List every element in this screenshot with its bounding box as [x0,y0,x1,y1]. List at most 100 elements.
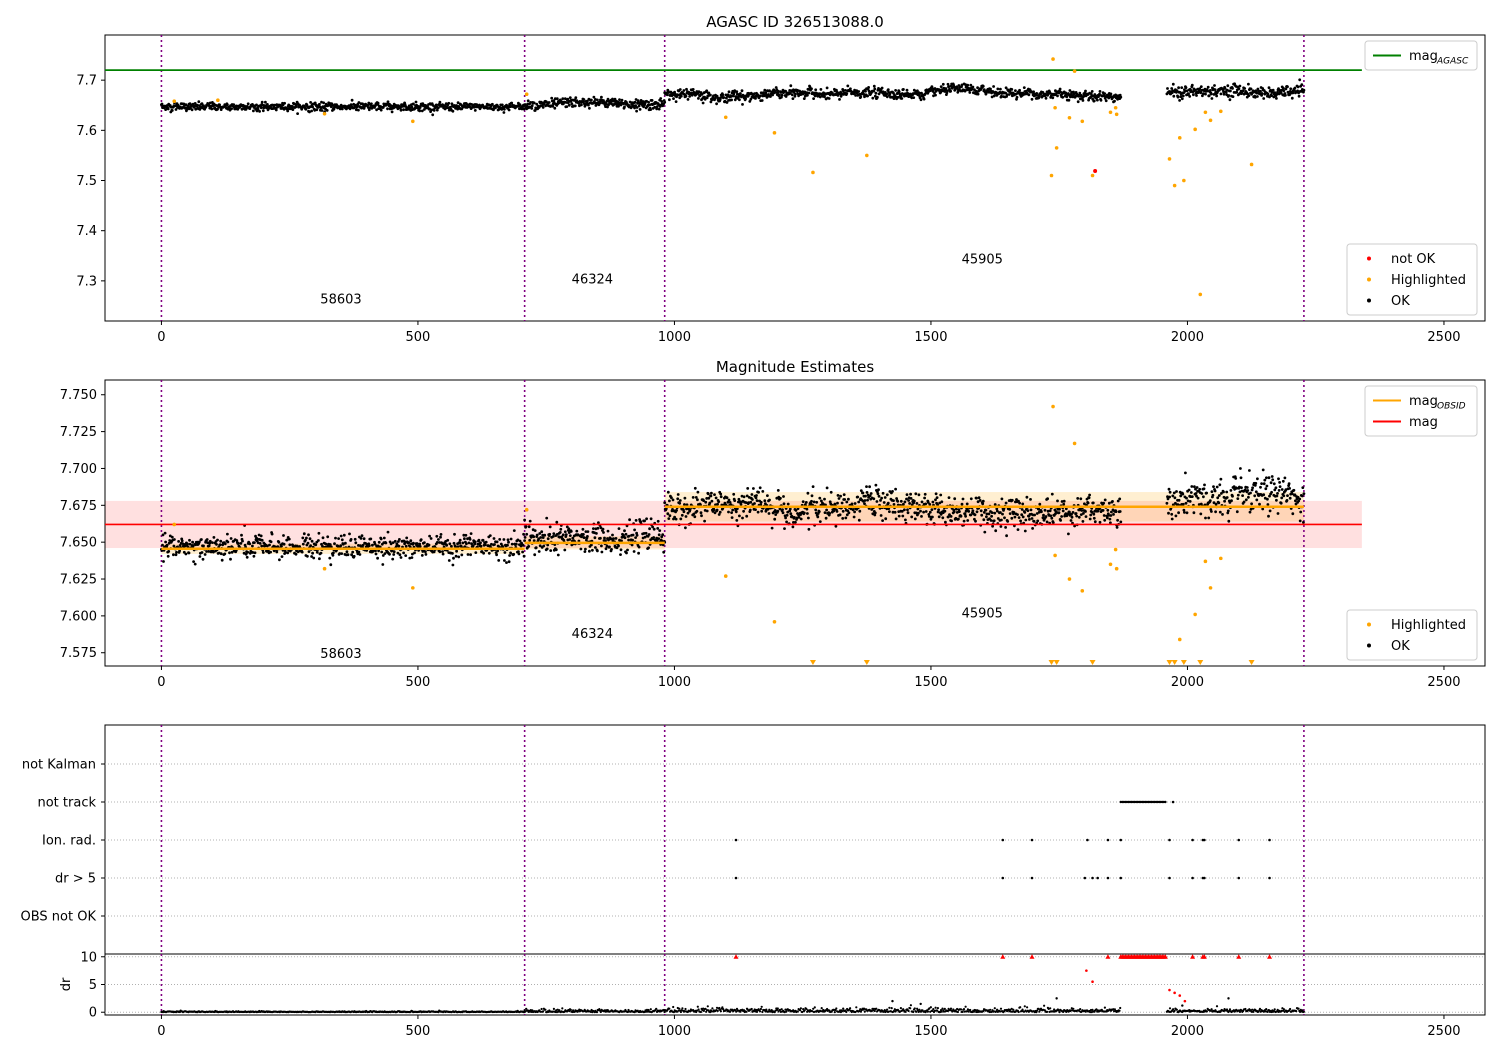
out-of-range-marker [1089,660,1096,665]
ok-point [939,90,943,94]
ok-point [1031,527,1034,530]
ok-point [902,502,905,506]
ok-point [847,511,851,515]
highlighted-point [1198,292,1203,297]
ok-point [241,539,244,543]
ok-point [478,103,481,107]
ok-point [693,486,697,490]
ok-point [789,84,793,88]
ok-point [1302,492,1306,495]
ok-point [1250,502,1253,506]
ok-point [435,534,439,538]
ok-point [388,552,391,556]
ok-point [202,544,205,548]
ok-point [1074,512,1078,515]
ok-point [957,517,960,521]
ok-point [781,511,785,515]
ok-point [628,518,631,522]
ok-point [568,534,572,537]
ok-point [667,517,671,520]
ok-point [172,544,176,548]
ok-point [935,496,939,499]
ok-point [457,555,461,559]
ok-point [1102,514,1106,517]
ok-point [397,540,400,543]
ok-point [686,98,690,101]
ok-point [1263,478,1267,482]
ok-point [917,493,921,497]
ok-point [1229,489,1233,492]
ok-point [812,500,816,504]
ok-point [852,515,856,519]
ok-point [1275,498,1278,502]
ok-point [825,508,828,512]
ok-point [1288,487,1291,490]
highlighted-point [1208,118,1213,123]
legend-label: Highlighted [1391,618,1466,633]
ok-point [376,556,379,560]
ok-point [424,553,428,556]
ok-point [377,549,380,553]
ok-point [768,89,771,93]
ok-point [768,498,771,502]
ok-point [313,108,317,112]
ok-point [1284,87,1288,91]
ok-point [599,536,602,540]
ok-point [627,538,630,542]
ok-point [703,97,707,101]
ok-point [408,106,412,109]
ok-point [198,555,202,558]
ok-point [924,502,928,506]
ok-point [907,499,910,502]
ok-point [1109,92,1113,96]
ok-point [827,97,831,100]
ok-point [200,551,204,554]
ok-point [539,536,543,539]
ok-point [427,543,431,547]
ok-point [716,502,719,506]
ok-point [456,545,460,549]
ok-point [619,553,622,556]
ok-point [1013,515,1017,519]
ok-point [766,494,769,497]
ok-point [533,529,537,532]
ok-point [967,510,971,513]
ok-point [882,501,886,504]
ok-point [493,543,496,546]
ok-point [550,96,554,100]
ok-point [1289,87,1293,91]
ok-point [186,107,189,111]
ok-point [923,492,927,496]
ok-point [1271,478,1275,482]
ok-point [554,548,558,552]
ok-point [311,551,314,555]
ok-point [574,96,578,100]
x-tick-label: 1000 [658,675,691,690]
ok-point [1275,494,1279,498]
x-tick-label: 2500 [1427,330,1460,345]
ok-point [166,554,170,558]
ok-point [1199,85,1203,88]
ok-point [1264,487,1268,491]
x-tick-label: 500 [406,675,431,690]
ok-point [992,85,995,88]
ok-point [1025,495,1029,499]
ok-point [668,98,671,102]
ok-point [1075,514,1079,518]
ok-point [1254,481,1258,485]
ok-point [666,512,670,516]
ok-point [410,556,414,559]
ok-point [899,499,903,503]
ok-point [810,494,814,498]
ok-point [981,502,985,506]
ok-point [586,530,590,533]
ok-point [1210,490,1214,493]
ok-point [1175,490,1178,493]
ok-point [958,510,961,513]
ok-point [1298,497,1302,501]
ok-point [207,544,211,548]
ok-point [937,508,940,512]
ok-point [280,544,283,548]
ok-point [709,100,713,104]
ok-point [350,98,354,102]
